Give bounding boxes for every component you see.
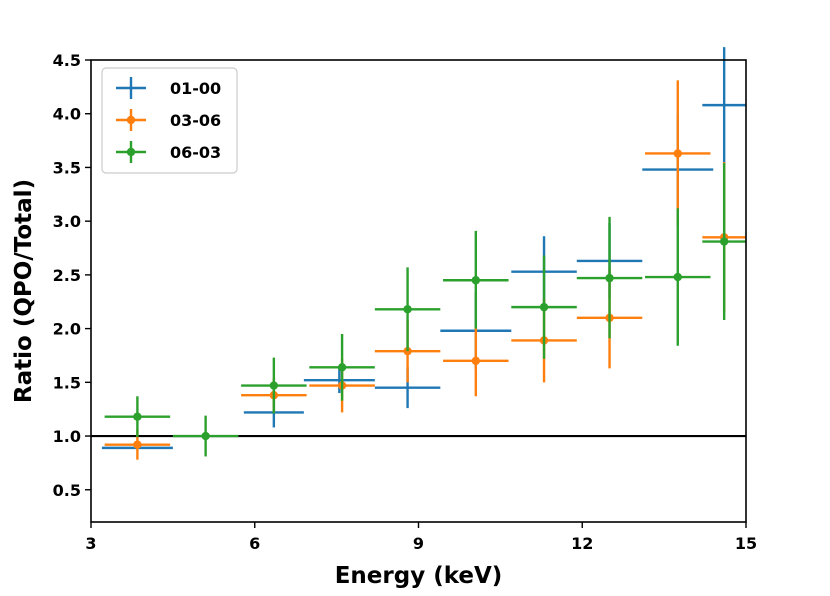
data-point — [403, 305, 412, 314]
y-tick-label: 4.5 — [53, 51, 81, 70]
data-point — [719, 237, 729, 246]
series-06-03 — [104, 163, 746, 457]
y-tick-label: 3.5 — [53, 158, 81, 177]
data-point — [133, 440, 142, 449]
y-tick-label: 0.5 — [53, 481, 81, 500]
legend-label: 06-03 — [170, 143, 221, 162]
legend-label: 01-00 — [170, 79, 221, 98]
x-tick-label: 3 — [85, 534, 96, 553]
y-tick-label: 4.0 — [53, 105, 81, 124]
y-tick-label: 1.0 — [53, 427, 81, 446]
legend-box — [101, 67, 238, 174]
data-point — [269, 381, 279, 390]
x-tick-label: 9 — [413, 534, 424, 553]
data-point — [673, 149, 682, 158]
data-point — [471, 276, 481, 285]
y-tick-label: 1.5 — [53, 373, 81, 392]
legend: 01-00 03-06 06-03 — [101, 67, 238, 174]
legend-marker — [126, 147, 136, 157]
data-point — [337, 363, 347, 372]
y-tick-label: 2.0 — [53, 320, 81, 339]
legend-marker — [126, 115, 136, 125]
y-tick-label: 3.0 — [53, 212, 81, 231]
series-layer — [101, 47, 746, 460]
legend-label: 03-06 — [170, 111, 221, 130]
x-tick-label: 12 — [571, 534, 593, 553]
y-axis-label: Ratio (QPO/Total) — [11, 179, 37, 403]
data-point — [471, 356, 481, 366]
legend-item-01-00: 01-00 — [116, 77, 221, 99]
data-point — [539, 302, 549, 312]
data-point — [605, 273, 614, 283]
x-tick-label: 6 — [249, 534, 260, 553]
legend-item-06-03: 06-03 — [116, 141, 221, 163]
x-tick-label: 15 — [735, 534, 757, 553]
y-tick-label: 2.5 — [53, 266, 81, 285]
data-point — [673, 272, 682, 282]
ticks-layer: 3 6 9 12 15 0.5 1.0 1.5 2.0 2.5 3.0 3.5 4.0 4.5 — [53, 51, 757, 553]
data-point — [201, 431, 210, 441]
data-point — [133, 412, 142, 421]
x-axis-label: Energy (keV) — [335, 563, 503, 589]
legend-item-03-06: 03-06 — [116, 109, 221, 131]
